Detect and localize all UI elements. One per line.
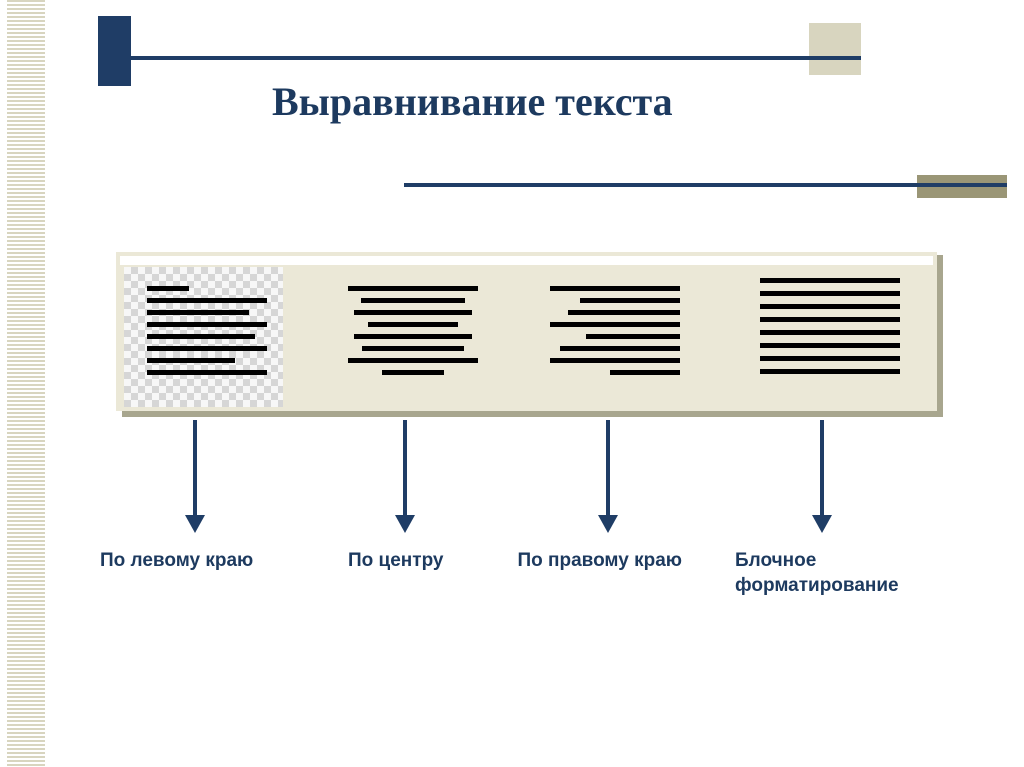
- deco-square-top-left: [98, 16, 131, 86]
- align-line-justify: [760, 369, 900, 374]
- align-line-left: [147, 334, 255, 339]
- align-line-left: [147, 310, 249, 315]
- align-line-right: [550, 358, 680, 363]
- align-line-justify: [760, 343, 900, 348]
- align-line-left: [147, 298, 267, 303]
- deco-square-top-right: [809, 23, 861, 75]
- align-line-right: [560, 346, 680, 351]
- align-line-center: [348, 286, 478, 291]
- arrow-down-icon: [812, 420, 832, 533]
- alignment-label-justify: Блочное форматирование: [735, 548, 935, 598]
- align-line-justify: [760, 278, 900, 283]
- align-line-left: [147, 322, 267, 327]
- align-line-center: [354, 310, 472, 315]
- align-line-right: [580, 298, 680, 303]
- alignment-label-right: По правому краю: [507, 548, 682, 573]
- panel-highlight: [120, 256, 933, 265]
- left-stripe-decoration: [7, 0, 45, 767]
- arrow-down-icon: [185, 420, 205, 533]
- align-line-left: [147, 346, 267, 351]
- align-line-center: [382, 370, 444, 375]
- arrow-down-icon: [395, 420, 415, 533]
- align-line-justify: [760, 356, 900, 361]
- align-line-right: [586, 334, 680, 339]
- align-line-center: [362, 346, 464, 351]
- align-line-left: [147, 370, 267, 375]
- divider-mid: [404, 183, 1007, 187]
- align-line-justify: [760, 304, 900, 309]
- align-line-left: [147, 358, 235, 363]
- align-line-right: [610, 370, 680, 375]
- align-line-center: [348, 358, 478, 363]
- alignment-label-left: По левому краю: [100, 548, 253, 573]
- align-line-right: [550, 286, 680, 291]
- arrow-down-icon: [598, 420, 618, 533]
- alignment-label-center: По центру: [348, 548, 444, 573]
- align-line-justify: [760, 330, 900, 335]
- page-title: Выравнивание текста: [272, 78, 673, 125]
- align-line-right: [550, 322, 680, 327]
- divider-top: [98, 56, 861, 60]
- slide: Выравнивание текста По левому краю По цен…: [0, 0, 1024, 767]
- align-line-center: [368, 322, 458, 327]
- align-line-justify: [760, 317, 900, 322]
- align-line-justify: [760, 291, 900, 296]
- align-line-right: [568, 310, 680, 315]
- align-line-center: [361, 298, 465, 303]
- align-line-left: [147, 286, 189, 291]
- align-line-center: [354, 334, 472, 339]
